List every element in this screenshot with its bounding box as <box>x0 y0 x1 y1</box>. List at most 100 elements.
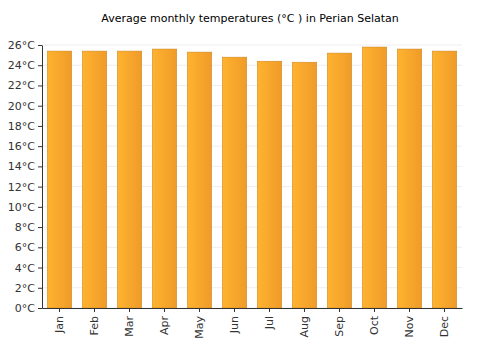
y-axis-line <box>42 46 43 309</box>
bar <box>432 51 457 308</box>
bars <box>47 47 457 308</box>
y-tick-mark <box>38 45 42 46</box>
x-tick-mark <box>409 308 410 312</box>
bar <box>187 52 212 308</box>
x-tick-mark <box>269 308 270 312</box>
y-tick: 16°C <box>8 140 42 153</box>
x-tick-mark <box>164 308 165 312</box>
y-tick-label: 8°C <box>15 221 35 234</box>
x-tick: Dec <box>438 308 451 337</box>
x-tick-label: Oct <box>368 315 381 335</box>
y-tick-label: 12°C <box>8 181 35 194</box>
bar <box>397 49 422 308</box>
x-tick: Nov <box>403 308 416 337</box>
plot: 0°C 2°C 4°C 6°C 8°C 10°C 12°C 14°C 16°C 18°C 20°C 2… <box>8 39 463 339</box>
bar <box>222 57 247 308</box>
x-tick-mark <box>129 308 130 312</box>
y-tick-mark <box>38 268 42 269</box>
y-tick-label: 2°C <box>15 282 35 295</box>
y-tick-label: 24°C <box>8 59 35 72</box>
bar <box>327 53 352 308</box>
y-tick: 6°C <box>15 241 42 254</box>
grid-line <box>42 45 462 46</box>
y-tick-label: 18°C <box>8 120 35 133</box>
y-tick-mark <box>38 227 42 228</box>
y-tick-label: 16°C <box>8 140 35 153</box>
title: Average monthly temperatures (°C ) in Pe… <box>101 12 398 25</box>
x-tick: Oct <box>368 308 381 335</box>
x-tick: Mar <box>123 308 136 337</box>
y-tick: 22°C <box>8 79 42 92</box>
x-tick-mark <box>59 308 60 312</box>
x-tick-label: Jul <box>263 316 276 330</box>
y-tick-mark <box>38 247 42 248</box>
y-tick: 20°C <box>8 100 42 113</box>
y-tick-mark <box>38 106 42 107</box>
bar <box>117 51 142 308</box>
y-tick: 24°C <box>8 59 42 72</box>
x-tick-label: Sep <box>333 316 346 337</box>
y-tick-label: 20°C <box>8 100 35 113</box>
bar <box>362 47 387 308</box>
x-tick-label: Jan <box>53 316 66 334</box>
bar <box>257 61 282 308</box>
y-tick-mark <box>38 187 42 188</box>
y-tick-label: 4°C <box>15 262 35 275</box>
x-tick-label: Nov <box>403 316 416 338</box>
x-tick-label: Apr <box>158 316 171 336</box>
x-tick: Sep <box>333 308 346 337</box>
y-tick: 0°C <box>15 302 42 315</box>
x-tick: May <box>193 308 206 339</box>
x-tick: Jun <box>228 308 241 334</box>
x-tick-label: Feb <box>88 316 101 335</box>
y-tick-mark <box>38 166 42 167</box>
x-tick: Feb <box>88 308 101 335</box>
y-tick-mark <box>38 126 42 127</box>
chart: 0°C 2°C 4°C 6°C 8°C 10°C 12°C 14°C 16°C 18°C 20°C 2… <box>0 0 500 350</box>
y-tick: 18°C <box>8 120 42 133</box>
x-tick-label: May <box>193 316 206 339</box>
y-tick: 8°C <box>15 221 42 234</box>
bar <box>82 51 107 308</box>
x-tick-mark <box>199 308 200 312</box>
y-tick: 2°C <box>15 282 42 295</box>
y-tick-label: 10°C <box>8 201 35 214</box>
y-axis: 0°C 2°C 4°C 6°C 8°C 10°C 12°C 14°C 16°C 18°C 20°C 2… <box>8 39 43 315</box>
y-tick-label: 6°C <box>15 241 35 254</box>
y-tick-mark <box>38 65 42 66</box>
y-tick: 10°C <box>8 201 42 214</box>
x-tick-label: Aug <box>298 316 311 337</box>
y-tick-mark <box>38 288 42 289</box>
y-tick: 14°C <box>8 160 42 173</box>
x-tick-mark <box>94 308 95 312</box>
x-tick-mark <box>304 308 305 312</box>
y-tick-mark <box>38 308 42 309</box>
grid <box>42 45 462 308</box>
bar <box>152 49 177 308</box>
x-tick: Jan <box>53 308 66 334</box>
y-tick-label: 26°C <box>8 39 35 52</box>
y-tick: 26°C <box>8 39 42 52</box>
y-tick: 12°C <box>8 181 42 194</box>
bar <box>47 51 72 308</box>
y-tick: 4°C <box>15 262 42 275</box>
x-tick-label: Mar <box>123 316 136 337</box>
x-tick-mark <box>374 308 375 312</box>
y-tick-label: 0°C <box>15 302 35 315</box>
x-tick: Jul <box>263 308 276 330</box>
y-tick-mark <box>38 207 42 208</box>
y-tick-mark <box>38 85 42 86</box>
y-tick-label: 22°C <box>8 79 35 92</box>
x-tick: Apr <box>158 308 171 335</box>
y-tick-mark <box>38 146 42 147</box>
x-axis-line <box>43 308 463 309</box>
bar <box>292 62 317 308</box>
x-tick-label: Dec <box>438 316 451 337</box>
y-tick-label: 14°C <box>8 160 35 173</box>
x-tick-label: Jun <box>228 316 241 334</box>
x-axis: Jan Feb Mar Apr May Jun Jul Aug Sep Oct Nov Dec <box>43 308 463 339</box>
x-tick: Aug <box>298 308 311 337</box>
x-tick-mark <box>444 308 445 312</box>
x-tick-mark <box>234 308 235 312</box>
x-tick-mark <box>339 308 340 312</box>
